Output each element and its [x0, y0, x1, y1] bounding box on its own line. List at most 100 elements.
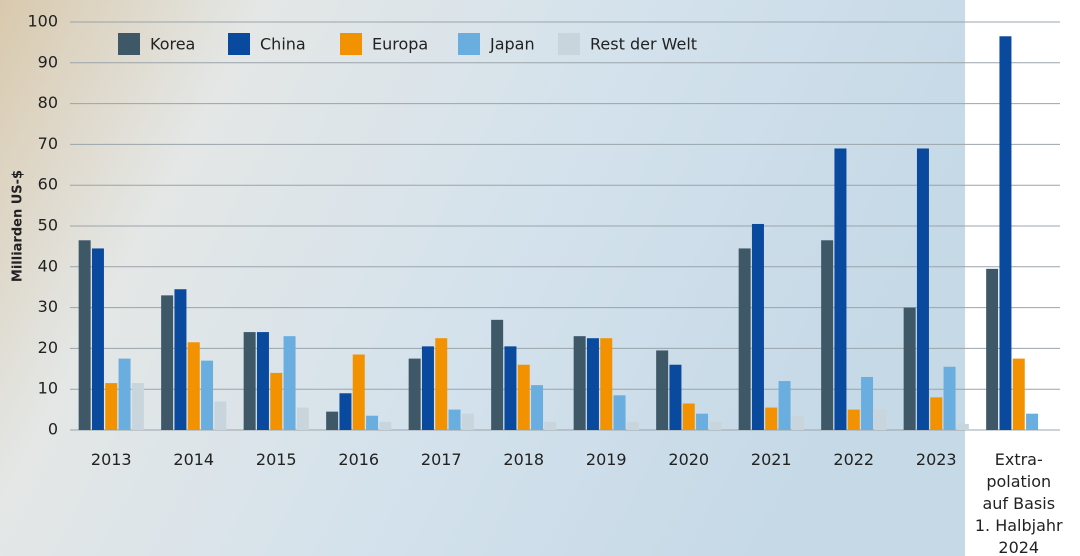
bar [379, 422, 391, 430]
bar [449, 410, 461, 430]
bar [792, 416, 804, 430]
bar [834, 148, 846, 430]
bar [297, 408, 309, 430]
bar [201, 361, 213, 430]
bar [587, 338, 599, 430]
bar [1013, 359, 1025, 430]
bar [574, 336, 586, 430]
bar [174, 289, 186, 430]
bar [462, 414, 474, 430]
y-tick-label: 60 [38, 175, 58, 194]
chart: Milliarden US-$ 010203040506070809010020… [0, 0, 1080, 556]
y-axis-label: Milliarden US-$ [11, 170, 26, 282]
y-tick-label: 100 [27, 12, 58, 31]
bar [544, 422, 556, 430]
x-tick-label-line: 2022 [833, 450, 874, 469]
x-tick-label-line: 2024 [998, 538, 1039, 556]
bar [861, 377, 873, 430]
bar [683, 403, 695, 430]
bar [848, 410, 860, 430]
bar [944, 367, 956, 430]
bar [1026, 414, 1038, 430]
bar [366, 416, 378, 430]
bar [656, 350, 668, 430]
bar [627, 422, 639, 430]
y-tick-label: 80 [38, 93, 58, 112]
bar [779, 381, 791, 430]
legend-label: Korea [150, 35, 195, 54]
bar [669, 365, 681, 430]
x-tick-label: 2015 [256, 450, 297, 469]
y-tick-label: 70 [38, 134, 58, 153]
bar [739, 248, 751, 430]
bar [930, 397, 942, 430]
x-tick-label: 2022 [833, 450, 874, 469]
bar [339, 393, 351, 430]
y-tick-label: 10 [38, 379, 58, 398]
x-tick-label-line: auf Basis [982, 494, 1055, 513]
x-tick-label-line: 2019 [586, 450, 627, 469]
x-tick-label: 2017 [421, 450, 462, 469]
legend-label: Europa [372, 35, 428, 54]
legend-swatch [118, 33, 140, 55]
bar [696, 414, 708, 430]
bar [504, 346, 516, 430]
bar [999, 36, 1011, 430]
bar [409, 359, 421, 430]
y-tick-label: 90 [38, 52, 58, 71]
bar [957, 424, 969, 430]
bar [600, 338, 612, 430]
legend-swatch [228, 33, 250, 55]
bar [284, 336, 296, 430]
bar [188, 342, 200, 430]
bar [244, 332, 256, 430]
legend-swatch [340, 33, 362, 55]
legend-label: Rest der Welt [590, 35, 697, 54]
x-tick-label-line: 2018 [503, 450, 544, 469]
bar [422, 346, 434, 430]
y-tick-label: 30 [38, 297, 58, 316]
x-tick-label-line: 2023 [916, 450, 957, 469]
bar [531, 385, 543, 430]
x-tick-label: 2014 [173, 450, 214, 469]
x-tick-label: 2023 [916, 450, 957, 469]
bar [119, 359, 131, 430]
bar [874, 410, 886, 430]
x-tick-label: 2020 [668, 450, 709, 469]
bar [904, 308, 916, 430]
bar [326, 412, 338, 430]
y-tick-label: 0 [48, 420, 58, 439]
bar [821, 240, 833, 430]
x-tick-label-line: 2017 [421, 450, 462, 469]
bar [270, 373, 282, 430]
legend-swatch [458, 33, 480, 55]
x-tick-label-line: 2014 [173, 450, 214, 469]
x-tick-label: 2013 [91, 450, 132, 469]
bar [986, 269, 998, 430]
bar [614, 395, 626, 430]
y-tick-label: 20 [38, 338, 58, 357]
x-tick-label-line: 2020 [668, 450, 709, 469]
bar [79, 240, 91, 430]
x-tick-label-line: 2021 [751, 450, 792, 469]
bar [353, 355, 365, 430]
x-tick-label: 2019 [586, 450, 627, 469]
x-tick-label: 2018 [503, 450, 544, 469]
bar [105, 383, 117, 430]
bar [161, 295, 173, 430]
bar [92, 248, 104, 430]
bar [214, 401, 226, 430]
x-tick-label: 2021 [751, 450, 792, 469]
x-tick-label-line: polation [986, 472, 1051, 491]
x-tick-label: 2016 [338, 450, 379, 469]
bar [765, 408, 777, 430]
background [0, 0, 965, 556]
bar [132, 383, 144, 430]
legend-swatch [558, 33, 580, 55]
bar [435, 338, 447, 430]
bar [917, 148, 929, 430]
x-tick-label-line: 2015 [256, 450, 297, 469]
bar [491, 320, 503, 430]
x-tick-label-line: Extra- [995, 450, 1043, 469]
bar [257, 332, 269, 430]
